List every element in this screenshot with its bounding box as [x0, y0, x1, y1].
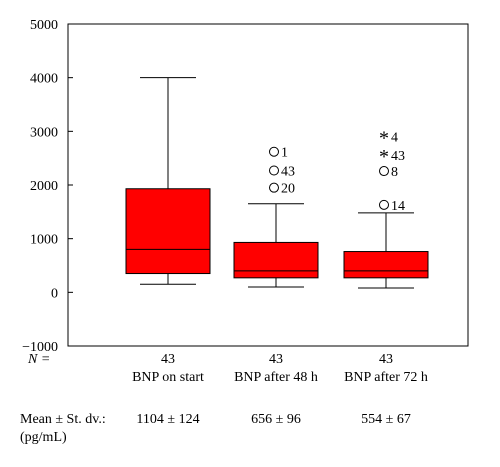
y-tick-label: −1000: [22, 340, 58, 355]
outlier-label: 43: [281, 165, 295, 180]
n-value: 43: [161, 352, 175, 367]
box-iqr: [343, 251, 429, 279]
outlier-label: 20: [281, 182, 295, 197]
outlier-circle: [269, 165, 279, 176]
outlier-label: 1: [281, 146, 288, 161]
outlier-label: 14: [391, 199, 405, 214]
y-tick-label: 1000: [30, 233, 58, 248]
n-value: 43: [379, 352, 393, 367]
outlier-label: 43: [391, 149, 405, 164]
box-group: [233, 203, 319, 288]
box-group: [125, 77, 211, 285]
x-category-label: BNP after 48 h: [234, 370, 318, 385]
x-category-label: BNP on start: [132, 370, 204, 385]
outlier-label: 4: [391, 131, 398, 146]
box-group: [343, 212, 429, 289]
box-series: [125, 77, 429, 289]
outlier-label: 8: [391, 165, 398, 180]
mean-sd-value: 1104 ± 124: [136, 412, 200, 427]
plot-frame: [67, 23, 469, 347]
y-tick-label: 0: [51, 286, 58, 301]
outlier-star: *: [379, 146, 389, 168]
outlier-circle: [269, 146, 279, 157]
box-iqr: [125, 188, 211, 275]
y-tick-label: 2000: [30, 179, 58, 194]
plot-axes: [67, 23, 469, 347]
footer-unit-label: (pg/mL): [20, 430, 67, 445]
y-tick-label: 3000: [30, 125, 58, 140]
y-tick-label: 4000: [30, 72, 58, 87]
mean-sd-value: 656 ± 96: [251, 412, 301, 427]
outlier-star: *: [379, 128, 389, 150]
y-tick-label: 5000: [30, 18, 58, 33]
n-value: 43: [269, 352, 283, 367]
y-axis-ticks: −1000 0 1000 2000 3000 4000 5000: [22, 18, 73, 355]
box-iqr: [233, 241, 319, 279]
outlier-circle: [379, 199, 389, 210]
x-category-label: BNP after 72 h: [344, 370, 428, 385]
mean-sd-value: 554 ± 67: [361, 412, 411, 427]
n-label: N =: [28, 352, 51, 367]
outlier-circle: [379, 166, 389, 177]
footer-mean-label: Mean ± St. dv.:: [20, 412, 106, 427]
outlier-circle: [269, 182, 279, 193]
